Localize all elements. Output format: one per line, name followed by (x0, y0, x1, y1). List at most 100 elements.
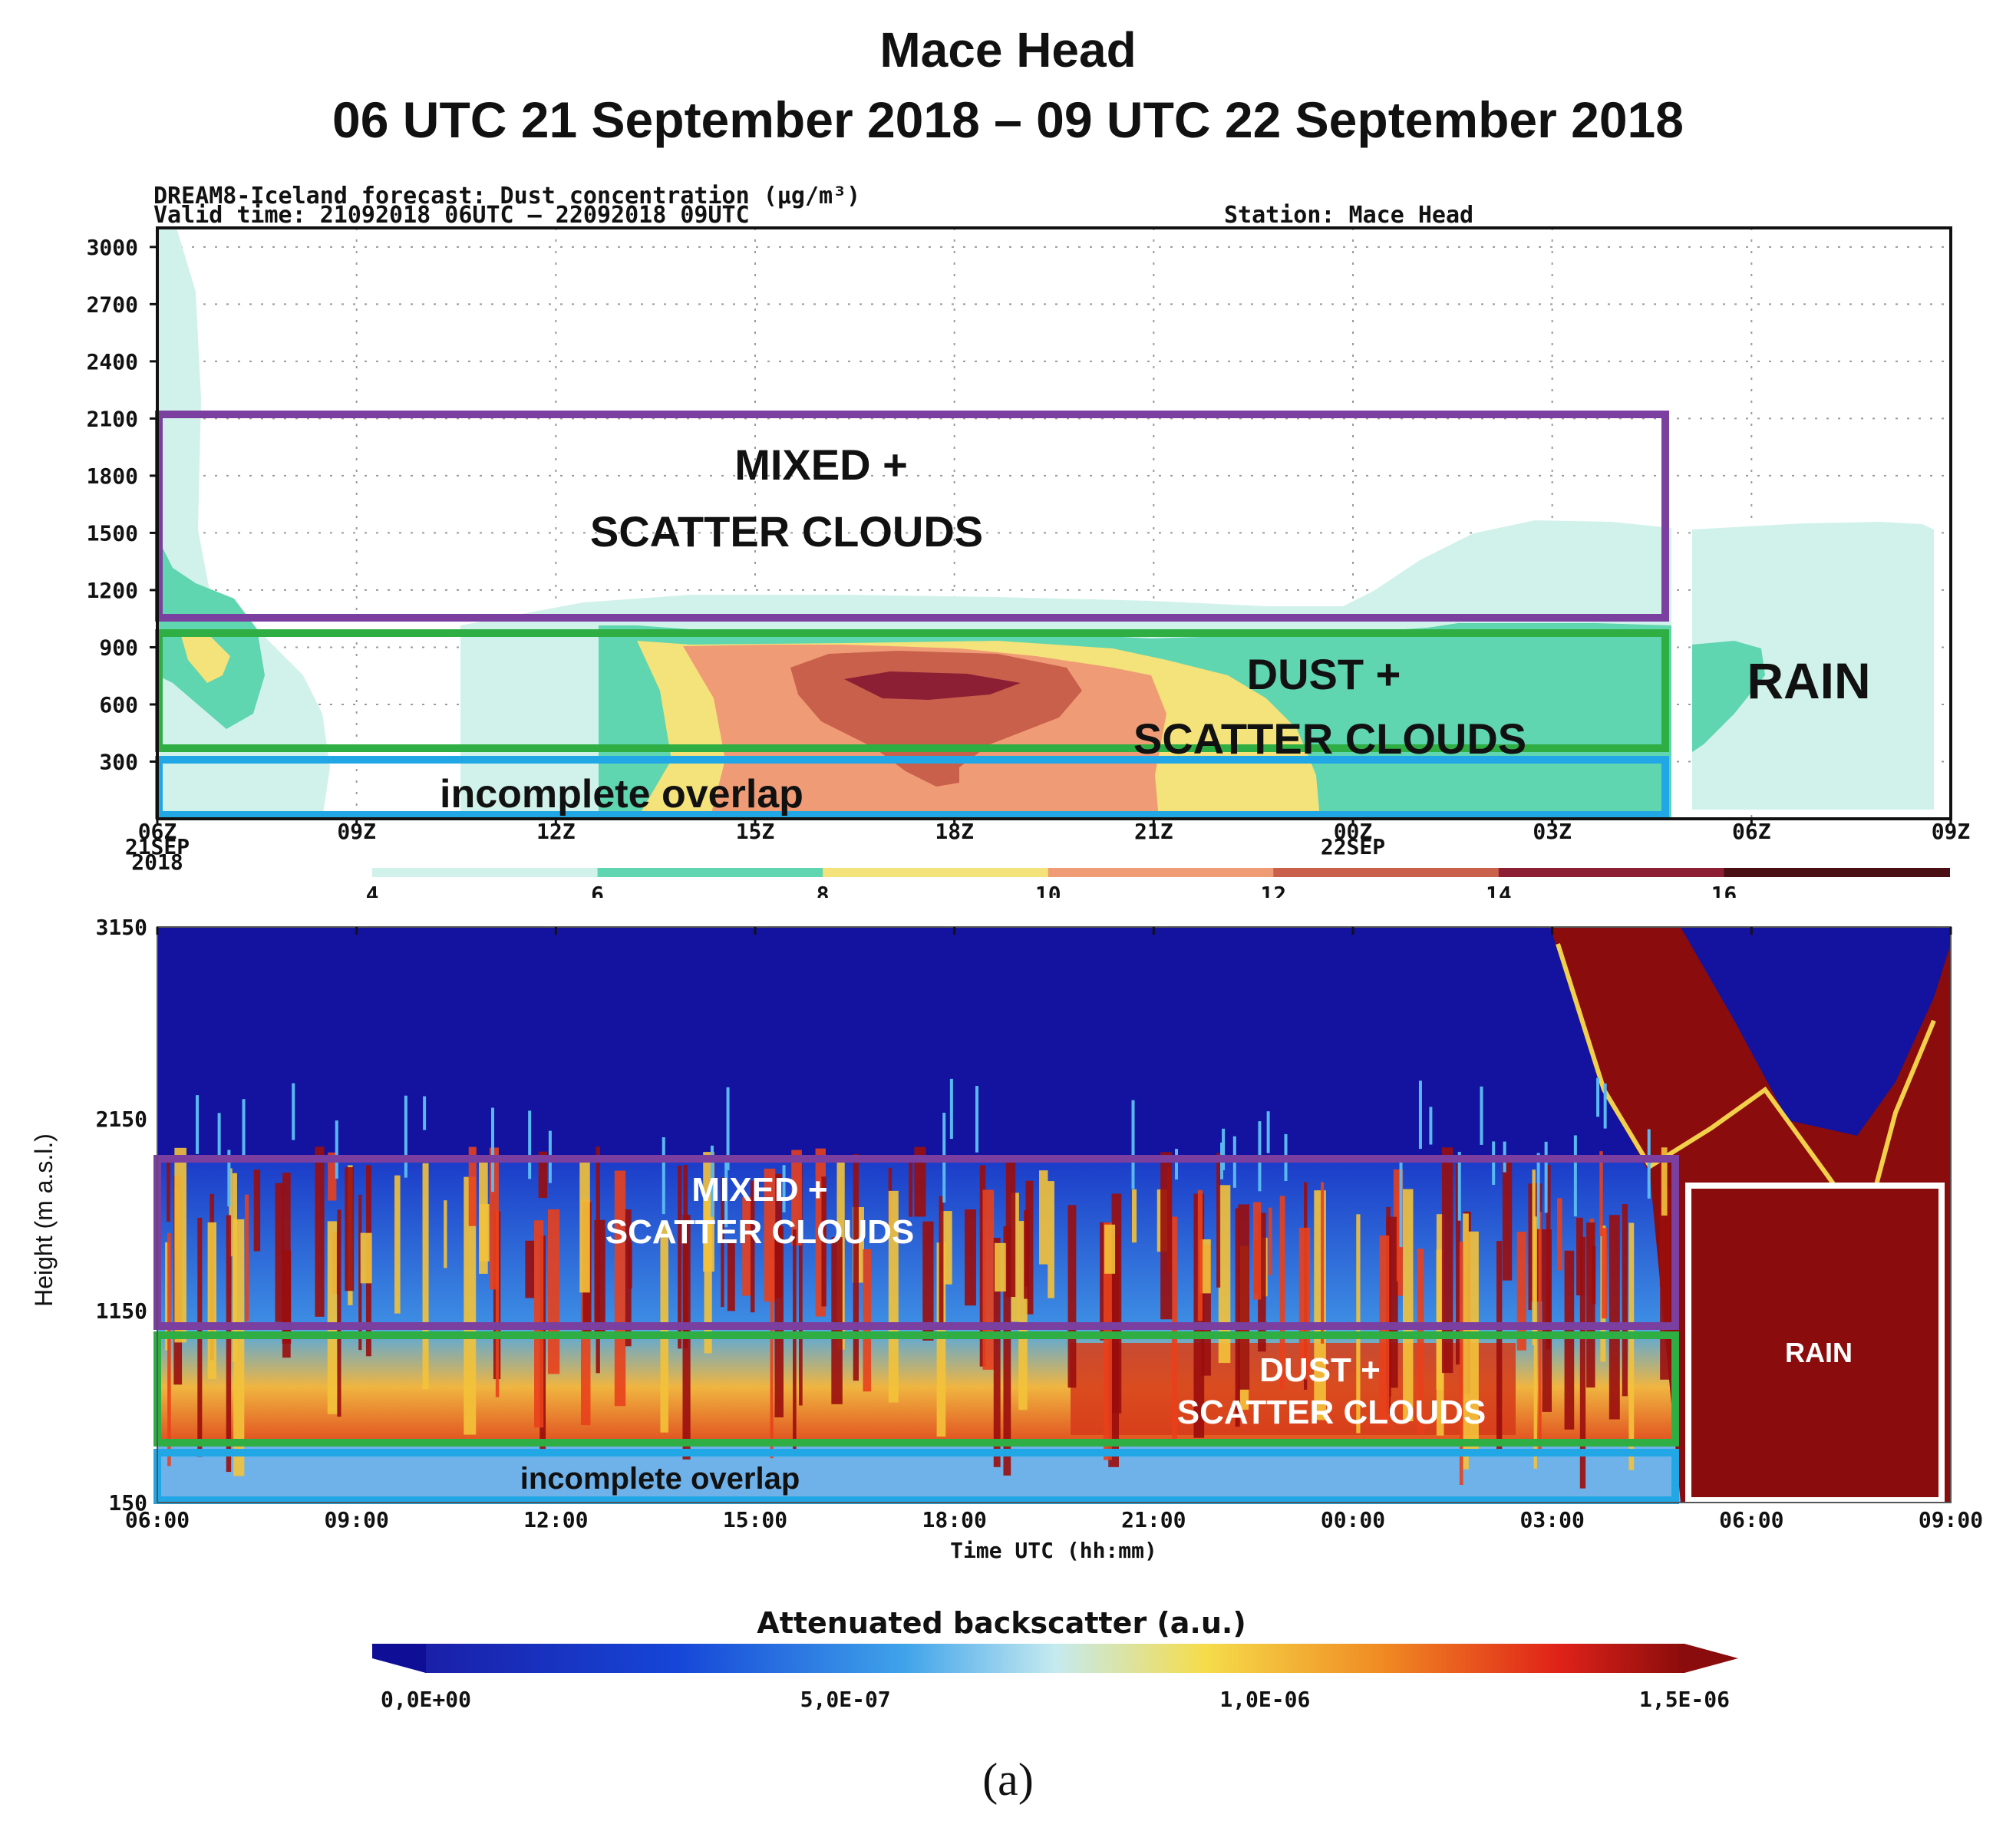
backscatter-streak (1321, 1182, 1325, 1344)
overlap-label-ceil: incomplete overlap (520, 1462, 800, 1496)
backscatter-streak (922, 1221, 934, 1341)
rain-box-ceil (1685, 1183, 1945, 1503)
ceilometer-x-tick-label: 06:00 (125, 1507, 190, 1532)
backscatter-streak (1480, 1086, 1483, 1145)
ceilometer-plot-frame (157, 926, 1952, 1503)
backscatter-colorbar-label: 5,0E-07 (800, 1687, 891, 1712)
backscatter-streak (1564, 1250, 1575, 1430)
backscatter-streak (995, 1242, 1007, 1292)
backscatter-streak (1516, 1232, 1526, 1351)
backscatter-streak (315, 1146, 325, 1317)
backscatter-streak (1103, 1222, 1112, 1460)
colorbar-min-arrow-tip (376, 1644, 426, 1673)
backscatter-streak (1468, 1231, 1479, 1453)
figure-subtitle: 06 UTC 21 September 2018 – 09 UTC 22 Sep… (332, 91, 1684, 148)
forecast-colorbar-label: 16 (1711, 882, 1737, 898)
ceilometer-x-tick-label: 06:00 (1719, 1507, 1783, 1532)
backscatter-streak (1048, 1181, 1054, 1298)
backscatter-streak (721, 1177, 724, 1308)
backscatter-streak (232, 1173, 237, 1362)
backscatter-streak (678, 1165, 682, 1349)
backscatter-streak (939, 1196, 944, 1326)
backscatter-streak (791, 1150, 802, 1246)
forecast-colorbar-segment (1498, 868, 1725, 877)
backscatter-streak (207, 1222, 216, 1379)
forecast-colorbar-segment (372, 868, 599, 877)
backscatter-streak (993, 1238, 1001, 1467)
backscatter-streak (1222, 1128, 1226, 1170)
backscatter-streak (1160, 1152, 1173, 1320)
backscatter-streak (742, 1196, 752, 1296)
backscatter-streak (982, 1189, 995, 1370)
backscatter-streak (770, 1241, 774, 1459)
backscatter-streak (1387, 1235, 1391, 1397)
backscatter-streak (596, 1146, 600, 1374)
backscatter-streak (1266, 1111, 1270, 1153)
forecast-y-axis: 3000 2700 2400 2100 1800 1500 1200 900 600 300 (87, 235, 157, 774)
backscatter-streak (1399, 1162, 1403, 1248)
forecast-y-tick-label: 1800 (87, 463, 138, 489)
backscatter-streak (1603, 1083, 1607, 1129)
forecast-y-tick-label: 2400 (87, 349, 138, 374)
rain-label: RAIN (1747, 652, 1870, 709)
backscatter-streak (1418, 1080, 1422, 1150)
forecast-y-tick-label: 300 (99, 749, 138, 774)
backscatter-streak (1268, 1207, 1272, 1275)
backscatter-streak (1492, 1141, 1496, 1186)
backscatter-streak (335, 1120, 338, 1179)
backscatter-streak (337, 1209, 341, 1417)
backscatter-streak (1104, 1224, 1116, 1274)
panel-label: (a) (982, 1754, 1034, 1805)
forecast-header-line2: Valid time: 21092018 06UTC — 22092018 09… (153, 202, 750, 229)
backscatter-streak (782, 1165, 786, 1212)
backscatter-streak (1417, 1249, 1424, 1434)
backscatter-streak (1586, 1222, 1595, 1388)
colorbar-max-arrow (1684, 1644, 1738, 1673)
backscatter-streak (909, 1156, 913, 1217)
backscatter-streak (464, 1176, 477, 1435)
backscatter-streak (774, 1226, 784, 1418)
backscatter-streak (1661, 1147, 1668, 1216)
ceilometer-chart: MIXED + SCATTER CLOUDS DUST + SCATTER CL… (30, 915, 1983, 1712)
backscatter-streak (1218, 1185, 1231, 1364)
backscatter-streak (683, 1165, 688, 1349)
rain-label-ceil: RAIN (1785, 1337, 1853, 1368)
backscatter-streak (1628, 1222, 1635, 1470)
backscatter-streak (1622, 1204, 1628, 1397)
ceilometer-y-tick-label: 3150 (96, 915, 147, 940)
backscatter-streak (1441, 1147, 1453, 1374)
dream8-forecast-chart: DREAM8-Iceland forecast: Dust concentrat… (87, 183, 1971, 898)
ceilometer-y-tick-label: 2150 (96, 1107, 147, 1132)
backscatter-streak (422, 1163, 429, 1390)
backscatter-streak (1456, 1163, 1460, 1365)
backscatter-streak (965, 1209, 976, 1306)
backscatter-streak (975, 1086, 978, 1153)
dust-label-line1: DUST + (1247, 650, 1401, 698)
contour-6 (1692, 641, 1765, 752)
backscatter-streak (821, 1176, 827, 1307)
backscatter-streak (1279, 1196, 1285, 1390)
forecast-colorbar-segment (1048, 868, 1275, 877)
backscatter-streak (328, 1152, 337, 1201)
backscatter-streak (979, 1165, 986, 1367)
forecast-colorbar: 4 6 8 10 12 14 16 (366, 868, 1950, 898)
backscatter-streak (1025, 1180, 1034, 1315)
backscatter-streak (423, 1096, 427, 1130)
ceilometer-xlabel: Time UTC (hh:mm) (950, 1538, 1157, 1563)
backscatter-streak (1018, 1221, 1028, 1410)
backscatter-streak (793, 1229, 797, 1452)
backscatter-streak (1557, 1198, 1562, 1271)
contour-14 (844, 671, 1021, 700)
backscatter-streak (226, 1215, 232, 1473)
backscatter-streak (1502, 1160, 1513, 1281)
backscatter-streak (495, 1210, 500, 1397)
dust-contours (157, 228, 1934, 819)
ceilometer-y-tick-label: 150 (108, 1490, 147, 1516)
dust-label-ceil-line1: DUST + (1259, 1351, 1381, 1389)
forecast-y-tick-label: 1200 (87, 578, 138, 603)
forecast-colorbar-label: 6 (591, 882, 604, 898)
backscatter-streak (579, 1159, 590, 1293)
forecast-colorbar-segment (597, 868, 824, 877)
